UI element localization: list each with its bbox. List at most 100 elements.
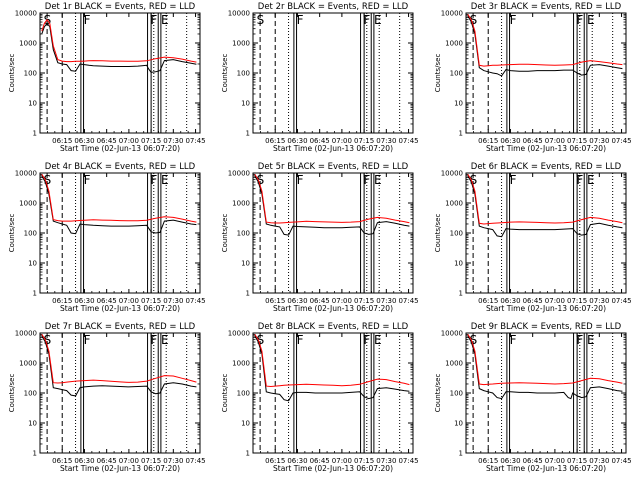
x-axis-label: Start Time (02-Jun-13 06:07:20): [273, 464, 393, 473]
y-tick-label: 10000: [441, 330, 463, 338]
x-tick-label: 07:15: [354, 457, 374, 465]
y-tick-label: 100: [237, 230, 250, 238]
y-tick-label: 100: [237, 70, 250, 78]
x-tick-label: 06:30: [287, 137, 307, 145]
panel-title: Det 3r BLACK = Events, RED = LLD: [471, 2, 622, 12]
flag-label: F: [297, 333, 304, 347]
plot-frame: [465, 172, 627, 294]
detector-panel: Det 1r BLACK = Events, RED = LLD 1 10 100 10…: [8, 2, 206, 153]
flag-label: F: [510, 333, 517, 347]
y-tick-label: 10000: [15, 10, 37, 18]
lld-series-line: [254, 334, 410, 388]
x-tick-label: 06:15: [478, 137, 498, 145]
x-tick-label: 07:30: [163, 137, 183, 145]
x-tick-label: 06:30: [287, 297, 307, 305]
x-tick-label: 07:30: [163, 297, 183, 305]
y-tick-label: 100: [450, 230, 463, 238]
x-tick-label: 07:00: [545, 457, 565, 465]
detector-panel: Det 8r BLACK = Events, RED = LLD 1 10 100 10…: [221, 322, 419, 473]
y-tick-label: 1000: [232, 360, 250, 368]
x-tick-label: 06:45: [523, 457, 543, 465]
x-tick-label: 06:15: [52, 297, 72, 305]
x-axis-label: Start Time (02-Jun-13 06:07:20): [273, 304, 393, 313]
x-tick-label: 06:45: [97, 297, 117, 305]
x-tick-label: 06:15: [265, 457, 285, 465]
y-tick-label: 1: [459, 290, 463, 298]
y-axis-label: Counts/sec: [221, 54, 229, 93]
plot-frame: [252, 12, 414, 134]
panel-title: Det 8r BLACK = Events, RED = LLD: [258, 322, 409, 332]
flag-label: F: [84, 333, 91, 347]
x-tick-label: 07:15: [354, 297, 374, 305]
y-axis-label: Counts/sec: [434, 54, 442, 93]
x-tick-label: 07:00: [119, 457, 139, 465]
x-tick-label: 06:15: [478, 457, 498, 465]
x-tick-label: 07:45: [611, 137, 631, 145]
x-tick-label: 07:15: [141, 297, 161, 305]
detector-panel: Det 7r BLACK = Events, RED = LLD 1 10 100 10…: [8, 322, 206, 473]
y-axis-label: Counts/sec: [8, 214, 16, 253]
flag-label: E: [587, 173, 595, 187]
y-tick-label: 100: [450, 390, 463, 398]
y-tick-label: 1000: [19, 360, 37, 368]
plot-frame: [39, 332, 201, 454]
y-tick-label: 1000: [232, 40, 250, 48]
y-tick-label: 100: [237, 390, 250, 398]
y-tick-label: 100: [24, 70, 37, 78]
x-tick-label: 07:45: [185, 137, 205, 145]
y-tick-label: 100: [24, 230, 37, 238]
y-tick-label: 1: [459, 130, 463, 138]
y-tick-label: 1: [246, 450, 250, 458]
x-tick-label: 07:00: [119, 297, 139, 305]
x-tick-label: 06:30: [287, 457, 307, 465]
flag-label: E: [374, 13, 382, 27]
y-tick-label: 10000: [15, 330, 37, 338]
x-tick-label: 07:15: [141, 137, 161, 145]
y-tick-label: 10: [28, 420, 37, 428]
flag-label: F: [150, 13, 157, 27]
flag-label: F: [297, 13, 304, 27]
detector-panel: Det 5r BLACK = Events, RED = LLD 1 10 100 10…: [221, 162, 419, 313]
plot-frame: [39, 172, 201, 294]
x-tick-label: 06:30: [500, 297, 520, 305]
y-tick-label: 10000: [228, 330, 250, 338]
plot-frame: [39, 12, 201, 134]
x-tick-label: 06:45: [310, 457, 330, 465]
detector-panel: Det 4r BLACK = Events, RED = LLD 1 10 100 10…: [8, 162, 206, 313]
y-tick-label: 1: [246, 290, 250, 298]
y-tick-label: 10000: [228, 10, 250, 18]
detector-panel: Det 2r BLACK = Events, RED = LLD 1 10 100 10…: [221, 2, 419, 153]
events-series-line: [467, 335, 623, 400]
x-tick-label: 07:45: [611, 457, 631, 465]
y-axis-label: Counts/sec: [8, 374, 16, 413]
detector-panel: Det 9r BLACK = Events, RED = LLD 1 10 100 10…: [434, 322, 632, 473]
flag-label: F: [510, 13, 517, 27]
y-tick-label: 10: [28, 260, 37, 268]
x-tick-label: 07:15: [141, 457, 161, 465]
flag-label: E: [587, 333, 595, 347]
x-tick-label: 06:15: [52, 137, 72, 145]
flag-label: E: [374, 333, 382, 347]
flag-label: S: [257, 173, 265, 187]
x-tick-label: 06:15: [265, 297, 285, 305]
y-tick-label: 10: [454, 260, 463, 268]
y-tick-label: 10000: [228, 170, 250, 178]
flag-label: S: [44, 333, 52, 347]
x-tick-label: 06:45: [310, 137, 330, 145]
lld-series-line: [254, 174, 410, 224]
x-tick-label: 07:00: [332, 297, 352, 305]
flag-label: S: [257, 13, 265, 27]
panel-title: Det 6r BLACK = Events, RED = LLD: [471, 162, 622, 172]
flag-label: F: [84, 173, 91, 187]
lld-series-line: [41, 174, 197, 223]
y-tick-label: 100: [450, 70, 463, 78]
x-tick-label: 06:30: [500, 137, 520, 145]
y-tick-label: 10: [241, 260, 250, 268]
flag-label: F: [150, 333, 157, 347]
plot-frame: [252, 172, 414, 294]
x-tick-label: 07:15: [567, 137, 587, 145]
events-series-line: [41, 335, 197, 397]
y-axis-label: Counts/sec: [8, 54, 16, 93]
x-tick-label: 07:30: [376, 457, 396, 465]
